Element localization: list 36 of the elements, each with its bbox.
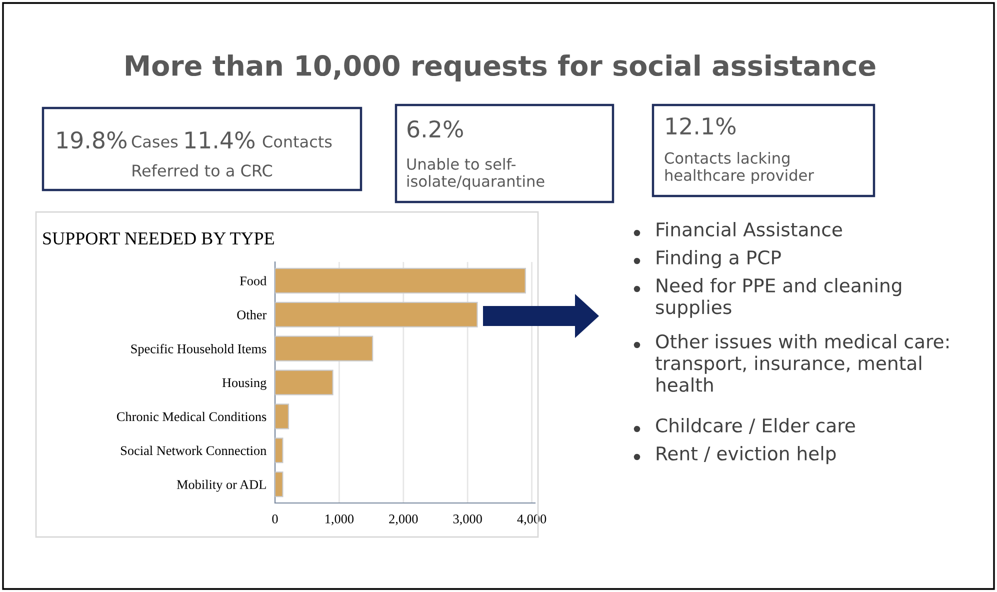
- bar: [275, 336, 374, 362]
- text: Finding a PCP: [656, 250, 781, 268]
- text: Cases: [132, 136, 178, 148]
- bar: [275, 302, 478, 328]
- text: 6.2%: [408, 120, 463, 138]
- y-tick-label: Other: [237, 310, 267, 320]
- bar: [275, 404, 290, 430]
- text: Financial Assistance: [656, 222, 842, 237]
- bar: [275, 472, 284, 498]
- text: Need for PPE and cleaning supplies: [656, 278, 902, 318]
- text: Contacts: [262, 136, 332, 148]
- bar: [275, 370, 334, 396]
- text: Contacts lacking healthcare provider: [664, 152, 814, 184]
- x-tick-label: 2,000: [389, 514, 418, 526]
- bar: [275, 438, 284, 464]
- y-tick-label: Food: [240, 276, 267, 286]
- y-tick-label: Mobility or ADL: [176, 480, 266, 492]
- x-tick-label: 1,000: [326, 514, 354, 526]
- chart-subtitle: SUPPORT NEEDED BY TYPE: [43, 232, 274, 245]
- y-tick-label: Specific Household Items: [131, 344, 266, 356]
- text: Other issues with medical care: transport, insurance, mental health: [656, 334, 948, 392]
- text: 12.1%: [666, 117, 736, 135]
- x-tick-label: 4,000: [517, 514, 546, 526]
- text: Referred to a CRC: [132, 164, 272, 177]
- chart-title: More than 10,000 requests for social assistance: [126, 54, 876, 82]
- y-tick-label: Chronic Medical Conditions: [116, 412, 266, 422]
- y-tick-label: Housing: [222, 378, 266, 390]
- y-tick-label: Social Network Connection: [120, 446, 266, 456]
- text: 11.4%: [186, 131, 255, 149]
- text: 19.8%: [58, 131, 127, 149]
- x-tick-label: 3,000: [453, 514, 482, 526]
- x-tick-label: 0: [272, 514, 278, 524]
- text: Childcare / Elder care: [656, 418, 855, 434]
- text: Rent / eviction help: [656, 446, 836, 464]
- bar: [275, 268, 526, 294]
- text: Unable to self- isolate/quarantine: [407, 158, 544, 190]
